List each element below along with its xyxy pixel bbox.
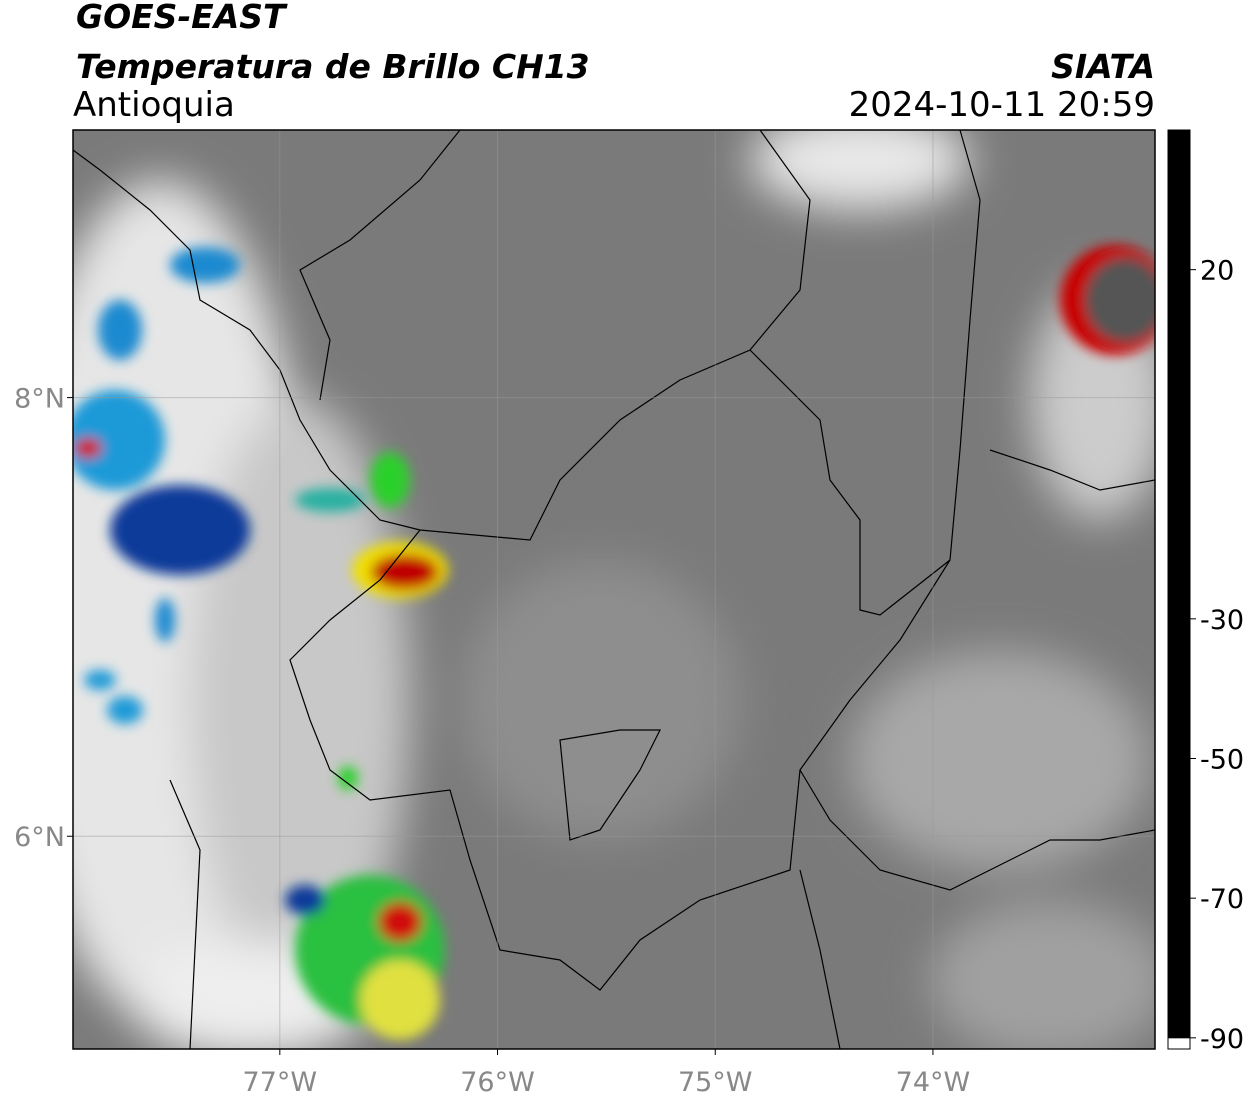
colorbar-under xyxy=(1167,1037,1191,1050)
x-tick-label: 76°W xyxy=(460,1067,535,1098)
x-tick-label: 75°W xyxy=(678,1067,753,1098)
map-frame xyxy=(72,129,1156,1050)
satellite-image xyxy=(73,130,1155,1049)
colorbar-tick-label: -70 xyxy=(1200,884,1244,915)
graticule xyxy=(73,130,1155,1049)
y-tick-label: 6°N xyxy=(14,822,65,853)
x-tick-label: 74°W xyxy=(896,1067,971,1098)
y-tick-label: 8°N xyxy=(14,384,65,415)
region: Antioquia xyxy=(73,85,235,125)
colorbar-tick-label: 20 xyxy=(1200,256,1234,287)
datetime: 2024-10-11 20:59 xyxy=(849,85,1155,125)
x-tick-label: 77°W xyxy=(243,1067,318,1098)
subtitle: Temperatura de Brillo CH13 xyxy=(76,47,590,86)
colorbar-tick-label: -90 xyxy=(1200,1024,1244,1055)
colorbar xyxy=(1167,129,1191,1050)
title: GOES-EAST xyxy=(76,0,288,36)
colorbar-tick-label: -30 xyxy=(1200,605,1244,636)
source: SIATA xyxy=(1051,47,1155,86)
colorbar-tick-label: -50 xyxy=(1200,744,1244,775)
